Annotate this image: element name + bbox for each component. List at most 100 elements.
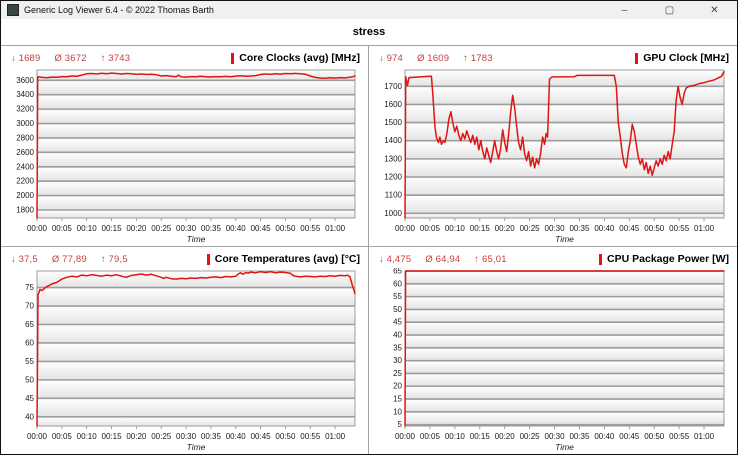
svg-text:Time: Time xyxy=(187,234,206,244)
min-arrow-icon: ↓ xyxy=(379,253,384,265)
stats-row: ↓ 974 Ø 1609 ↑ 1783 xyxy=(379,53,493,64)
min-arrow-icon: ↓ xyxy=(379,52,384,64)
svg-text:1100: 1100 xyxy=(385,191,403,200)
svg-text:2600: 2600 xyxy=(16,148,34,157)
min-arrow-icon: ↓ xyxy=(11,253,16,265)
legend-color-bar xyxy=(599,253,603,265)
svg-text:00:35: 00:35 xyxy=(201,224,222,233)
avg-icon: Ø xyxy=(417,52,425,64)
max-arrow-icon: ↑ xyxy=(463,52,469,64)
chart-grid: ↓ 1689 Ø 3672 ↑ 3743 Core Clocks (avg) [… xyxy=(1,45,737,454)
svg-text:00:00: 00:00 xyxy=(27,224,48,233)
chart-title: CPU Package Power [W] xyxy=(599,253,729,265)
plot-area: 40 45 50 55 60 65 70 75 00:00 00:05 00:10 00:15 00:2… xyxy=(7,268,362,452)
svg-text:00:00: 00:00 xyxy=(27,432,48,441)
svg-text:00:40: 00:40 xyxy=(594,432,615,441)
svg-text:00:55: 00:55 xyxy=(300,432,321,441)
legend-color-bar xyxy=(635,52,639,64)
svg-text:15: 15 xyxy=(393,395,402,404)
cpu-package-power-plot[interactable]: 5 10 15 20 25 30 35 40 45 50 55 60 65 00:00 00:05 00:10… xyxy=(375,268,731,452)
core-clocks-plot[interactable]: 1800 2000 2200 2400 2600 2800 3000 3200 3400 3600… xyxy=(7,67,362,244)
svg-text:00:35: 00:35 xyxy=(569,432,590,441)
svg-text:00:25: 00:25 xyxy=(151,432,172,441)
svg-text:60: 60 xyxy=(25,338,34,347)
svg-text:3400: 3400 xyxy=(16,90,34,99)
svg-text:00:40: 00:40 xyxy=(594,224,615,233)
chart-title: Core Temperatures (avg) [°C] xyxy=(206,253,360,265)
tab-stress[interactable]: stress xyxy=(352,26,386,38)
chart-panel-core-temperatures: ↓ 37,5 Ø 77,89 ↑ 79,5 Core Temperatures … xyxy=(1,247,369,454)
stat-max: ↑ 79,5 xyxy=(100,253,128,265)
max-arrow-icon: ↑ xyxy=(474,253,480,265)
svg-text:00:50: 00:50 xyxy=(644,432,665,441)
svg-text:00:05: 00:05 xyxy=(52,432,73,441)
svg-text:00:25: 00:25 xyxy=(520,224,541,233)
plot-area: 1800 2000 2200 2400 2600 2800 3000 3200 3400 3600… xyxy=(7,67,362,244)
plot-area: 5 10 15 20 25 30 35 40 45 50 55 60 65 00:00 00:05 00:10… xyxy=(375,268,731,452)
svg-text:00:30: 00:30 xyxy=(545,224,566,233)
svg-text:00:20: 00:20 xyxy=(495,432,516,441)
svg-text:01:00: 01:00 xyxy=(694,224,715,233)
window-title: Generic Log Viewer 6.4 - © 2022 Thomas B… xyxy=(24,5,214,15)
svg-text:5: 5 xyxy=(398,420,403,429)
stat-max: ↑ 65,01 xyxy=(474,253,507,265)
svg-text:2400: 2400 xyxy=(16,162,34,171)
svg-text:00:25: 00:25 xyxy=(520,432,541,441)
stat-max: ↑ 1783 xyxy=(463,52,493,64)
maximize-button[interactable]: ▢ xyxy=(664,4,675,16)
svg-text:70: 70 xyxy=(25,302,34,311)
minimize-button[interactable]: – xyxy=(621,4,628,16)
svg-text:01:00: 01:00 xyxy=(694,432,715,441)
chart-title: GPU Clock [MHz] xyxy=(635,52,729,64)
svg-text:00:15: 00:15 xyxy=(470,224,491,233)
svg-text:00:40: 00:40 xyxy=(226,432,247,441)
svg-text:Time: Time xyxy=(187,442,206,452)
svg-text:00:10: 00:10 xyxy=(445,432,466,441)
svg-text:Time: Time xyxy=(555,442,574,452)
svg-text:50: 50 xyxy=(393,305,402,314)
svg-text:1800: 1800 xyxy=(16,206,34,215)
chart-title: Core Clocks (avg) [MHz] xyxy=(231,52,360,64)
svg-text:01:00: 01:00 xyxy=(325,224,346,233)
stat-min: ↓ 1689 xyxy=(11,52,41,64)
title-bar: Generic Log Viewer 6.4 - © 2022 Thomas B… xyxy=(1,1,737,19)
tab-strip: stress xyxy=(1,19,737,45)
svg-text:00:55: 00:55 xyxy=(669,432,690,441)
svg-text:3000: 3000 xyxy=(16,119,34,128)
svg-text:00:35: 00:35 xyxy=(569,224,590,233)
svg-text:3200: 3200 xyxy=(16,105,34,114)
svg-text:00:25: 00:25 xyxy=(151,224,172,233)
avg-icon: Ø xyxy=(425,253,433,265)
close-button[interactable]: ✕ xyxy=(710,4,719,16)
gpu-clock-plot[interactable]: 1000 1100 1200 1300 1400 1500 1600 1700 00:00 00:… xyxy=(375,67,731,244)
panel-header: ↓ 974 Ø 1609 ↑ 1783 GPU Clock [MHz] xyxy=(375,49,731,67)
svg-text:00:30: 00:30 xyxy=(176,224,197,233)
panel-header: ↓ 1689 Ø 3672 ↑ 3743 Core Clocks (avg) [… xyxy=(7,49,362,67)
avg-icon: Ø xyxy=(54,52,63,64)
chart-panel-core-clocks: ↓ 1689 Ø 3672 ↑ 3743 Core Clocks (avg) [… xyxy=(1,46,369,247)
svg-text:30: 30 xyxy=(393,356,402,365)
svg-text:45: 45 xyxy=(393,318,402,327)
stats-row: ↓ 37,5 Ø 77,89 ↑ 79,5 xyxy=(11,254,128,265)
svg-text:40: 40 xyxy=(393,331,402,340)
stat-avg: Ø 77,89 xyxy=(51,253,87,265)
svg-text:65: 65 xyxy=(25,320,34,329)
svg-text:00:35: 00:35 xyxy=(201,432,222,441)
svg-text:1700: 1700 xyxy=(384,82,402,91)
svg-text:75: 75 xyxy=(25,283,34,292)
svg-text:00:50: 00:50 xyxy=(644,224,665,233)
svg-text:60: 60 xyxy=(393,279,402,288)
svg-text:2200: 2200 xyxy=(16,177,34,186)
svg-text:55: 55 xyxy=(393,292,402,301)
stats-row: ↓ 1689 Ø 3672 ↑ 3743 xyxy=(11,53,130,64)
svg-text:00:00: 00:00 xyxy=(395,224,416,233)
svg-text:00:40: 00:40 xyxy=(226,224,247,233)
stat-avg: Ø 1609 xyxy=(417,52,450,64)
svg-text:00:45: 00:45 xyxy=(619,224,640,233)
svg-text:00:15: 00:15 xyxy=(102,224,123,233)
svg-text:Time: Time xyxy=(555,234,574,244)
svg-text:00:15: 00:15 xyxy=(102,432,123,441)
stat-avg: Ø 3672 xyxy=(54,52,87,64)
svg-text:3600: 3600 xyxy=(16,76,34,85)
